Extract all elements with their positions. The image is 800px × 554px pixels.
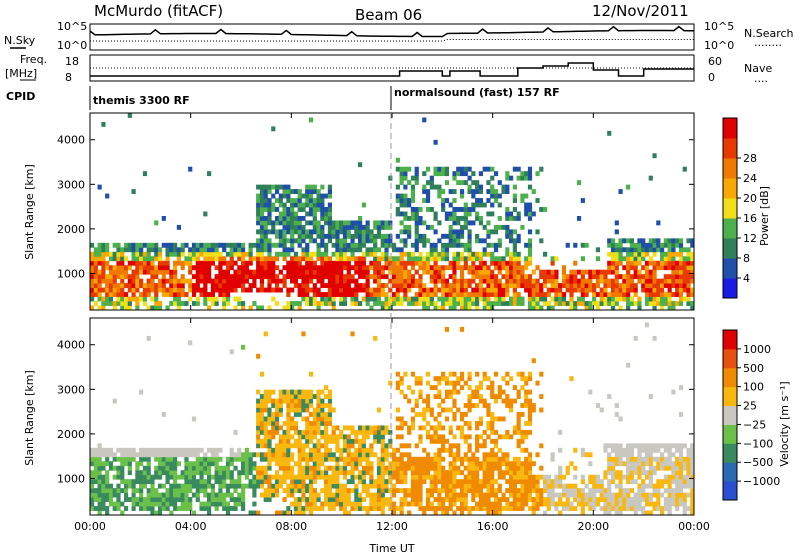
velocity-ytick: 2000	[57, 428, 85, 441]
cpid-row: CPID themis 3300 RF normalsound (fast) 1…	[6, 86, 560, 110]
power-colorbar-swatch	[723, 218, 737, 239]
noise-tick-high-right: 10^5	[704, 20, 734, 33]
power-colorbar: 4 8 12 16 20 24 28 Power [dB]	[722, 117, 771, 299]
station-title: McMurdo (fitACF)	[94, 2, 223, 20]
freq-tick-high: 18	[65, 55, 79, 68]
power-colorbar-swatch	[723, 198, 737, 219]
power-colorbar-swatch	[723, 138, 737, 159]
power-colorbar-swatch	[723, 278, 737, 299]
power-data-cells	[90, 113, 695, 311]
power-ytick: 1000	[57, 267, 85, 280]
velocity-colorbar-tick: −1000	[743, 475, 780, 488]
noise-panel: N.Sky 10^5 10^0 10^5 10^0 N.Search .....…	[4, 20, 794, 52]
cpid-mode-1: themis 3300 RF	[93, 94, 190, 107]
noise-tick-low-left: 10^0	[57, 39, 87, 52]
nave-dots: ....	[754, 72, 768, 85]
power-colorbar-tick: 4	[743, 272, 750, 285]
power-colorbar-swatch	[723, 238, 737, 259]
velocity-ytick: 4000	[57, 339, 85, 352]
velocity-xtick: 16:00	[477, 520, 509, 533]
velocity-colorbar: 1000 500 100 25 −25 −100 −500 −1000 Velocity [m…	[722, 329, 791, 501]
velocity-ylabel: Slant Range [km]	[23, 370, 36, 466]
power-ytick: 2000	[57, 223, 85, 236]
velocity-colorbar-swatch	[723, 462, 737, 482]
noise-search-label: N.Search	[744, 27, 794, 40]
power-colorbar-tick: 16	[743, 212, 757, 225]
velocity-colorbar-swatch	[723, 481, 737, 501]
power-colorbar-tick: 8	[743, 252, 750, 265]
velocity-xtick: 08:00	[275, 520, 307, 533]
noise-sky-label: N.Sky	[4, 34, 36, 47]
velocity-colorbar-tick: 25	[743, 400, 757, 413]
velocity-colorbar-swatch	[723, 443, 737, 463]
noise-search-dots: ........	[754, 36, 782, 49]
freq-label-line2: [MHz]	[5, 67, 37, 80]
velocity-colorbar-swatch	[723, 405, 737, 425]
velocity-colorbar-swatch	[723, 330, 737, 350]
velocity-data-cells	[90, 322, 695, 516]
freq-label-line1: Freq.	[20, 53, 47, 66]
power-ytick: 4000	[57, 134, 85, 147]
velocity-xtick: 04:00	[175, 520, 207, 533]
velocity-colorbar-tick: 500	[743, 362, 764, 375]
power-ylabel: Slant Range [km]	[23, 164, 36, 260]
nave-tick-low: 0	[708, 71, 715, 84]
power-colorbar-tick: 24	[743, 172, 757, 185]
power-panel: Slant Range [km] 1000 2000 3000 4000	[23, 112, 695, 311]
noise-sky-line	[89, 25, 694, 38]
velocity-colorbar-swatch	[723, 348, 737, 369]
nave-tick-high: 60	[708, 55, 722, 68]
power-colorbar-swatch	[723, 158, 737, 179]
beam-title: Beam 06	[355, 6, 422, 24]
velocity-colorbar-tick: −500	[743, 456, 773, 469]
velocity-colorbar-tick: 100	[743, 381, 764, 394]
nave-label: Nave	[744, 62, 772, 75]
velocity-colorbar-tick: 1000	[743, 343, 771, 356]
freq-tick-low: 8	[65, 71, 72, 84]
cpid-mode-2: normalsound (fast) 157 RF	[394, 86, 560, 99]
power-colorbar-tick: 20	[743, 192, 757, 205]
freq-panel: Freq. [MHz] 18 8 60 0 Nave ....	[5, 53, 772, 85]
power-colorbar-tick: 28	[743, 152, 757, 165]
power-ytick: 3000	[57, 178, 85, 191]
velocity-ytick: 3000	[57, 383, 85, 396]
freq-line	[90, 62, 694, 77]
velocity-colorbar-tick: −100	[743, 437, 773, 450]
velocity-xtick: 00:00	[678, 520, 710, 533]
velocity-colorbar-swatch	[723, 386, 737, 407]
power-colorbar-swatch	[723, 118, 737, 139]
cpid-label: CPID	[6, 90, 35, 103]
power-colorbar-tick: 12	[743, 232, 757, 245]
velocity-colorbar-tick: −25	[743, 418, 766, 431]
noise-tick-high-left: 10^5	[57, 20, 87, 33]
velocity-ytick: 1000	[57, 472, 85, 485]
velocity-colorbar-swatch	[723, 367, 737, 388]
velocity-xtick: 12:00	[376, 520, 408, 533]
velocity-colorbar-label: Velocity [m s⁻¹]	[778, 381, 791, 466]
power-colorbar-label: Power [dB]	[758, 186, 771, 246]
power-colorbar-swatch	[723, 258, 737, 279]
noise-tick-low-right: 10^0	[704, 39, 734, 52]
noise-search-line	[90, 39, 694, 42]
velocity-xtick: 00:00	[74, 520, 106, 533]
velocity-xtick: 20:00	[577, 520, 609, 533]
velocity-xlabel: Time UT	[368, 542, 414, 554]
velocity-colorbar-swatch	[723, 424, 737, 444]
date-title: 12/Nov/2011	[592, 2, 689, 20]
velocity-panel: Slant Range [km] 1000 2000 3000 4000 00:00 0…	[23, 317, 710, 554]
power-colorbar-swatch	[723, 178, 737, 199]
